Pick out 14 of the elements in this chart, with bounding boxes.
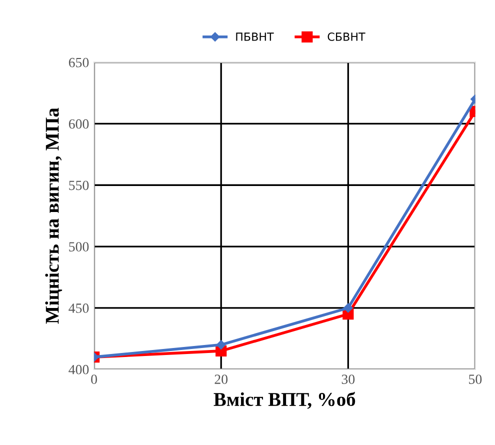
y-tick-label: 600 [68, 119, 89, 129]
y-tick-label: 450 [68, 304, 89, 313]
x-tick-label: 30 [342, 374, 355, 384]
x-tick-label: 20 [214, 374, 228, 384]
y-tick-label: 650 [68, 58, 89, 68]
y-tick-label: 400 [68, 364, 89, 374]
y-tick-label: 500 [69, 242, 89, 252]
legend-label: СБВНТ [328, 32, 366, 41]
x-tick-label: 0 [91, 374, 97, 384]
x-tick-label: 50 [469, 374, 482, 384]
legend-label: ПБВНТ [236, 32, 274, 41]
y-tick-label: 550 [69, 180, 89, 190]
x-axis-title: Вміст ВПТ, %об [214, 392, 356, 409]
y-axis-title: Міцність на вигин, МПа [45, 108, 62, 324]
